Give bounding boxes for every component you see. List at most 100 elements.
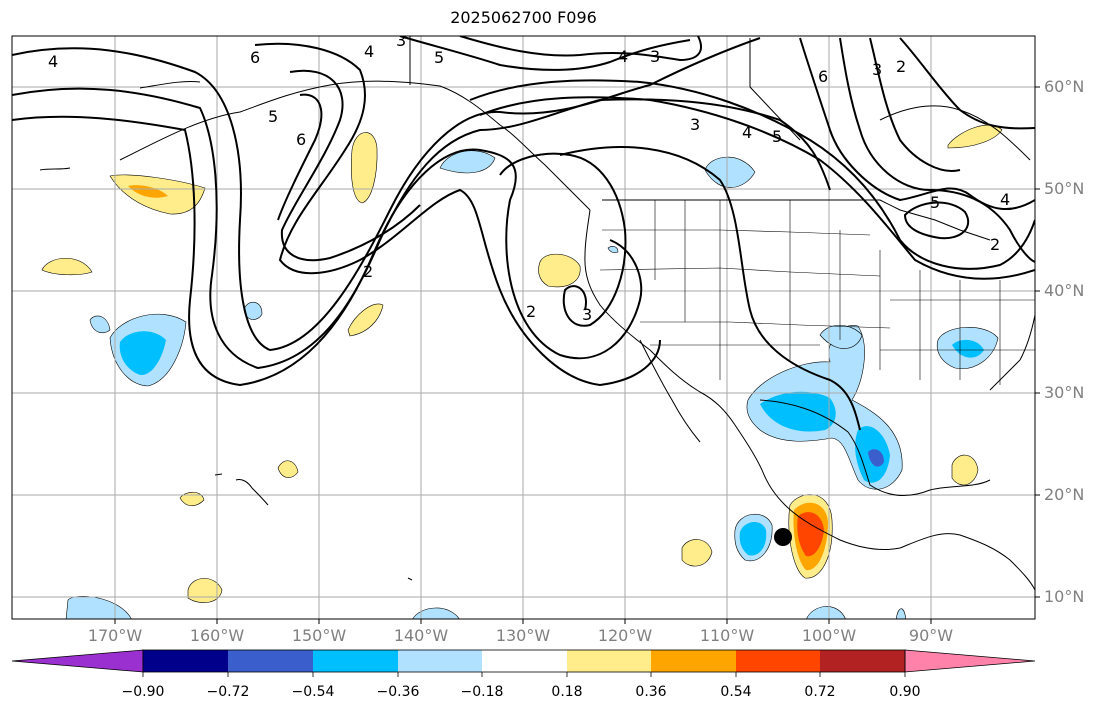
- contour-line: [399, 36, 691, 71]
- positive-anomaly-light: [947, 124, 1003, 149]
- height-contours: [12, 36, 1035, 431]
- colorbar-segment: [313, 650, 398, 672]
- colorbar-segment: [820, 650, 905, 672]
- colorbar-segment: [651, 650, 736, 672]
- contour-line: [903, 201, 970, 240]
- colorbar-label: −0.72: [206, 684, 250, 700]
- colorbar-segment: [482, 650, 567, 672]
- contour-line: [499, 152, 627, 327]
- lat-label-30n: 30°N: [1044, 383, 1085, 402]
- lon-label-160w: 160°W: [189, 626, 245, 645]
- contour-label: 3: [690, 115, 700, 134]
- colorbar-label: −0.54: [291, 684, 335, 700]
- colorbar-label: 0.18: [551, 684, 583, 700]
- contour-label: 2: [896, 57, 906, 76]
- negative-anomaly-strong: [868, 449, 884, 467]
- lon-label-150w: 150°W: [291, 626, 347, 645]
- positive-anomaly-mid: [128, 185, 168, 198]
- contour-line: [899, 37, 1035, 130]
- positive-anomaly-light: [538, 253, 581, 288]
- contour-label: 4: [1000, 190, 1010, 209]
- negative-anomaly-mid: [119, 331, 166, 376]
- negative-anomaly-light: [704, 156, 756, 188]
- colorbar-extend-low: [11, 649, 144, 673]
- axis-ticks: [114, 86, 1040, 624]
- negative-anomaly-light: [819, 324, 863, 349]
- contour-line: [254, 42, 661, 387]
- contour-line: [839, 37, 1035, 263]
- lat-label-50n: 50°N: [1044, 179, 1085, 198]
- negative-anomaly-light: [243, 301, 263, 320]
- contour-label: 6: [250, 48, 260, 67]
- contour-label: 3: [582, 305, 592, 324]
- lon-label-110w: 110°W: [699, 626, 755, 645]
- contour-line: [869, 37, 961, 172]
- contour-label: 4: [618, 47, 628, 66]
- colorbar-label: −0.18: [460, 684, 504, 700]
- positive-anomaly-light: [347, 303, 384, 337]
- contour-labels: 4 6 4 3 5 4 3 3 2 6 5 6 3 4 5 2 2 5 4 2 …: [48, 31, 1010, 324]
- colorbar-segment: [398, 650, 482, 672]
- contour-label: 5: [772, 127, 782, 146]
- negative-anomaly-light: [806, 606, 846, 619]
- lon-label-100w: 100°W: [801, 626, 857, 645]
- contour-label: 5: [930, 193, 940, 212]
- contour-label: 3: [396, 31, 406, 50]
- lat-label-40n: 40°N: [1044, 281, 1085, 300]
- negative-anomaly-mid: [739, 521, 767, 556]
- negative-anomaly-light: [607, 246, 619, 254]
- contour-line: [12, 37, 761, 352]
- colorbar-segment: [736, 650, 820, 672]
- contour-line: [459, 36, 702, 62]
- colorbar-label: −0.36: [376, 684, 420, 700]
- colorbar-segment: [567, 650, 651, 672]
- contour-label: 6: [818, 67, 828, 86]
- contour-label: 4: [364, 42, 374, 61]
- positive-anomaly-light: [277, 460, 299, 478]
- negative-anomaly-light: [439, 150, 496, 174]
- storm-center-dot: [774, 528, 792, 546]
- map-title: 2025062700 F096: [450, 8, 597, 27]
- negative-anomaly-light: [89, 315, 111, 333]
- contour-label: 6: [296, 130, 306, 149]
- contour-label: 3: [650, 47, 660, 66]
- lon-label-90w: 90°W: [908, 626, 954, 645]
- contour-label: 5: [268, 107, 278, 126]
- colorbar-label: 0.72: [804, 684, 836, 700]
- negative-anomaly-light: [412, 607, 460, 619]
- colorbar-segment: [228, 650, 313, 672]
- positive-anomaly-light: [681, 539, 713, 567]
- colorbar-label: −0.90: [121, 684, 165, 700]
- lat-label-10n: 10°N: [1044, 587, 1085, 606]
- positive-anomaly-light: [41, 258, 93, 276]
- lat-label-20n: 20°N: [1044, 485, 1085, 504]
- lon-label-130w: 130°W: [495, 626, 551, 645]
- contour-line: [559, 146, 861, 431]
- positive-anomaly-light: [179, 491, 205, 507]
- contour-label: 2: [526, 302, 536, 321]
- gridlines: [12, 36, 1035, 619]
- colorbar-segment: [143, 650, 228, 672]
- contour-label: 5: [434, 48, 444, 67]
- positive-anomaly-light: [351, 132, 378, 204]
- contour-line: [277, 93, 323, 221]
- colorbar: [11, 649, 1036, 677]
- contour-line: [280, 69, 421, 262]
- contour-label: 4: [742, 123, 752, 142]
- contour-label: 2: [363, 262, 373, 281]
- positive-anomaly-light: [951, 454, 979, 486]
- lat-label-60n: 60°N: [1044, 77, 1085, 96]
- colorbar-label: 0.90: [889, 684, 921, 700]
- contour-line: [469, 79, 1035, 270]
- state-borders: [599, 200, 1035, 385]
- colorbar-outline: [142, 649, 906, 673]
- lon-label-120w: 120°W: [597, 626, 653, 645]
- contour-line: [479, 96, 1035, 280]
- shaded-anomalies: [41, 124, 1003, 619]
- colorbar-extend-high: [904, 649, 1036, 673]
- contour-label: 4: [48, 52, 58, 71]
- contour-line: [12, 115, 643, 387]
- positive-anomaly-strong: [797, 512, 824, 557]
- contour-label: 2: [990, 235, 1000, 254]
